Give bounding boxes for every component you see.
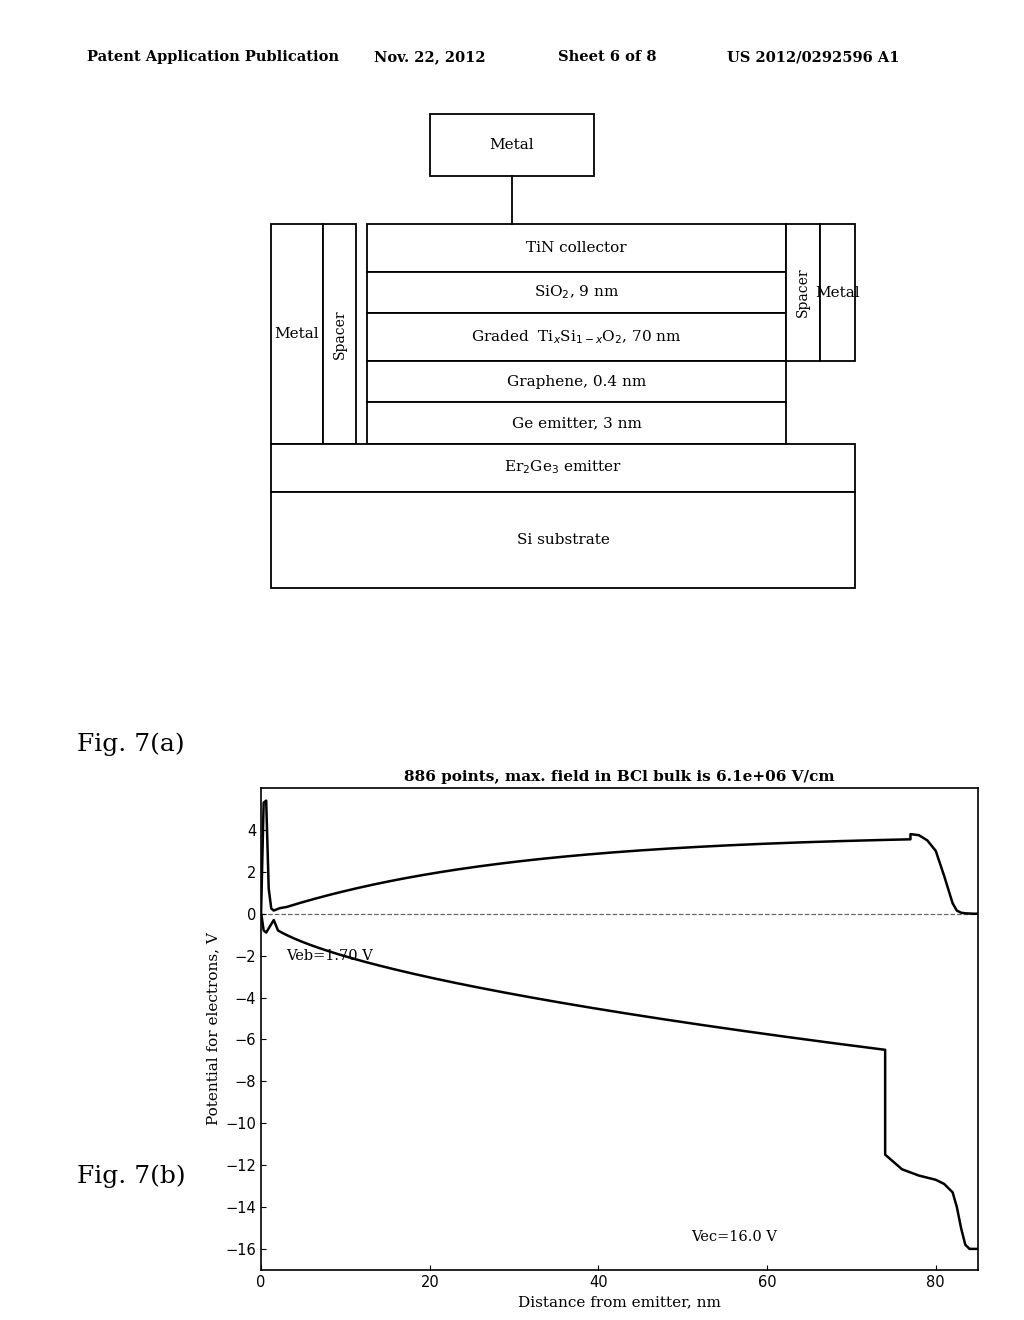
Bar xyxy=(323,224,356,444)
Text: Nov. 22, 2012: Nov. 22, 2012 xyxy=(374,50,485,65)
Bar xyxy=(430,114,594,176)
Text: Sheet 6 of 8: Sheet 6 of 8 xyxy=(558,50,656,65)
Bar xyxy=(271,491,855,587)
Text: SiO$_2$, 9 nm: SiO$_2$, 9 nm xyxy=(534,284,620,301)
Text: Metal: Metal xyxy=(815,285,860,300)
Text: US 2012/0292596 A1: US 2012/0292596 A1 xyxy=(727,50,899,65)
Text: Veb=1.70 V: Veb=1.70 V xyxy=(287,949,374,962)
Text: Fig. 7(a): Fig. 7(a) xyxy=(77,733,184,756)
Text: Graphene, 0.4 nm: Graphene, 0.4 nm xyxy=(507,375,646,389)
Text: Spacer: Spacer xyxy=(333,309,346,359)
Bar xyxy=(367,362,786,403)
Y-axis label: Potential for electrons, V: Potential for electrons, V xyxy=(206,932,220,1126)
Text: Vec=16.0 V: Vec=16.0 V xyxy=(691,1229,777,1243)
Text: Metal: Metal xyxy=(489,137,535,152)
Text: Fig. 7(b): Fig. 7(b) xyxy=(77,1164,185,1188)
X-axis label: Distance from emitter, nm: Distance from emitter, nm xyxy=(518,1295,721,1309)
Title: 886 points, max. field in BCl bulk is 6.1e+06 V/cm: 886 points, max. field in BCl bulk is 6.… xyxy=(404,770,835,784)
Bar xyxy=(820,224,855,362)
Text: Spacer: Spacer xyxy=(797,268,810,317)
Bar xyxy=(367,403,786,444)
Bar xyxy=(271,444,855,491)
Text: TiN collector: TiN collector xyxy=(526,240,627,255)
Bar xyxy=(271,224,323,444)
Text: Er$_2$Ge$_3$ emitter: Er$_2$Ge$_3$ emitter xyxy=(504,458,623,477)
Text: Metal: Metal xyxy=(274,326,319,341)
Bar xyxy=(367,313,786,362)
Text: Si substrate: Si substrate xyxy=(517,532,609,546)
Bar xyxy=(786,224,820,362)
Text: Patent Application Publication: Patent Application Publication xyxy=(87,50,339,65)
Text: Graded  Ti$_x$Si$_{1-x}$O$_2$, 70 nm: Graded Ti$_x$Si$_{1-x}$O$_2$, 70 nm xyxy=(471,329,682,346)
Text: Ge emitter, 3 nm: Ge emitter, 3 nm xyxy=(512,416,641,430)
Bar xyxy=(367,272,786,313)
Bar xyxy=(367,224,786,272)
